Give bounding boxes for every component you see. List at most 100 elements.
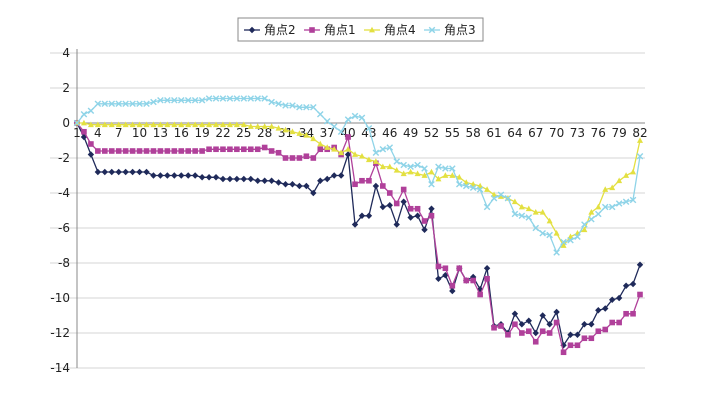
data-point: [206, 146, 212, 153]
data-point: [212, 174, 220, 181]
data-point: [470, 181, 477, 187]
data-point: [608, 203, 616, 211]
data-point: [602, 326, 609, 333]
data-point: [212, 95, 220, 102]
data-point: [365, 212, 373, 219]
data-point: [484, 186, 491, 192]
data-point: [87, 151, 95, 158]
data-point: [310, 135, 317, 142]
data-point: [95, 148, 101, 154]
legend-label: 角点2: [264, 23, 296, 37]
data-point: [296, 182, 303, 190]
data-point: [372, 149, 380, 157]
data-point: [206, 121, 213, 128]
data-point: [428, 205, 435, 212]
data-point: [115, 148, 122, 154]
x-tick-label: 13: [153, 126, 168, 140]
data-point: [241, 146, 247, 153]
data-point: [560, 349, 567, 356]
data-point: [303, 153, 310, 160]
data-point: [247, 95, 255, 102]
data-point: [400, 161, 407, 169]
data-point: [101, 100, 109, 108]
data-point: [428, 168, 435, 175]
data-point: [185, 148, 192, 154]
data-point: [87, 107, 95, 115]
data-point: [504, 194, 512, 202]
data-point: [525, 214, 533, 221]
data-point: [393, 200, 400, 207]
data-point: [588, 321, 595, 328]
data-point: [637, 291, 643, 298]
data-point: [338, 149, 345, 156]
x-tick-label: 49: [403, 126, 418, 140]
data-point: [581, 226, 588, 233]
data-point: [546, 321, 553, 328]
data-point: [407, 205, 414, 212]
data-point: [115, 168, 122, 176]
data-point: [268, 148, 275, 154]
y-tick-label: -6: [58, 221, 70, 235]
data-point: [303, 182, 310, 190]
data-point: [581, 221, 588, 228]
data-point: [296, 130, 303, 136]
data-point: [198, 174, 206, 181]
data-point: [428, 180, 435, 188]
x-tick-labels: 1471013161922252831343740434649525558616…: [73, 126, 647, 140]
data-point: [553, 319, 560, 326]
data-point: [386, 163, 393, 170]
data-point: [136, 148, 143, 154]
data-point: [310, 189, 317, 197]
data-point: [546, 330, 553, 336]
data-point: [171, 148, 178, 154]
data-point: [421, 226, 428, 233]
x-tick-label: 61: [486, 126, 501, 140]
data-point: [268, 177, 275, 184]
data-point: [185, 121, 192, 128]
legend-item: 角点2: [244, 23, 296, 37]
data-point: [539, 229, 546, 237]
data-point: [157, 121, 164, 128]
data-point: [407, 168, 414, 175]
series-line: [76, 122, 641, 354]
data-point: [622, 198, 630, 206]
data-point: [199, 148, 205, 154]
data-point: [414, 212, 421, 219]
data-point: [372, 158, 379, 164]
data-point: [102, 148, 108, 154]
data-point: [379, 145, 387, 153]
data-point: [386, 144, 394, 151]
data-point: [164, 172, 171, 179]
data-point: [567, 233, 574, 240]
x-tick-label: 1: [73, 126, 81, 140]
data-point: [435, 163, 442, 171]
data-point: [80, 119, 87, 126]
data-point: [595, 203, 602, 210]
data-point: [213, 146, 219, 153]
y-tick-label: -2: [58, 151, 70, 165]
data-point: [303, 103, 310, 111]
legend-label: 角点4: [384, 23, 416, 37]
data-point: [184, 96, 192, 104]
data-point: [386, 190, 393, 196]
data-point: [442, 165, 449, 172]
data-point: [449, 165, 456, 172]
data-point: [630, 310, 636, 317]
data-point: [122, 168, 129, 176]
data-point: [449, 172, 456, 178]
data-point: [630, 168, 637, 175]
data-point: [345, 146, 352, 152]
data-point: [143, 121, 150, 128]
data-point: [636, 261, 644, 268]
data-point: [358, 153, 365, 159]
data-point: [553, 308, 560, 316]
data-point: [275, 179, 282, 186]
data-point: [407, 214, 414, 221]
data-point: [567, 342, 574, 349]
data-point: [87, 121, 94, 128]
legend-item: 角点3: [424, 23, 476, 37]
data-point: [191, 96, 199, 104]
data-point: [254, 146, 261, 153]
data-point: [254, 123, 261, 129]
data-point: [289, 155, 296, 161]
